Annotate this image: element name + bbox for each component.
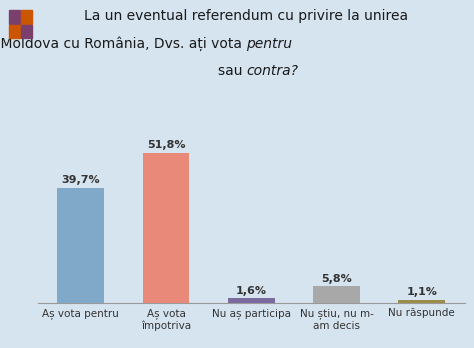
Bar — [143, 152, 190, 303]
Text: contra?: contra? — [246, 64, 299, 78]
Text: 1,6%: 1,6% — [236, 286, 267, 296]
Text: 51,8%: 51,8% — [147, 140, 185, 150]
Bar — [313, 286, 360, 303]
Text: 39,7%: 39,7% — [62, 175, 100, 185]
Text: La un eventual referendum cu privire la unirea: La un eventual referendum cu privire la … — [84, 9, 409, 23]
Text: 1,1%: 1,1% — [406, 287, 437, 297]
Text: 5,8%: 5,8% — [321, 274, 352, 284]
Text: Republicii Moldova cu România, Dvs. ați vota: Republicii Moldova cu România, Dvs. ați … — [0, 37, 246, 51]
Bar — [228, 298, 274, 303]
Text: pentru: pentru — [246, 37, 292, 50]
Bar — [57, 188, 104, 303]
Bar — [398, 300, 445, 303]
Text: sau: sau — [218, 64, 246, 78]
